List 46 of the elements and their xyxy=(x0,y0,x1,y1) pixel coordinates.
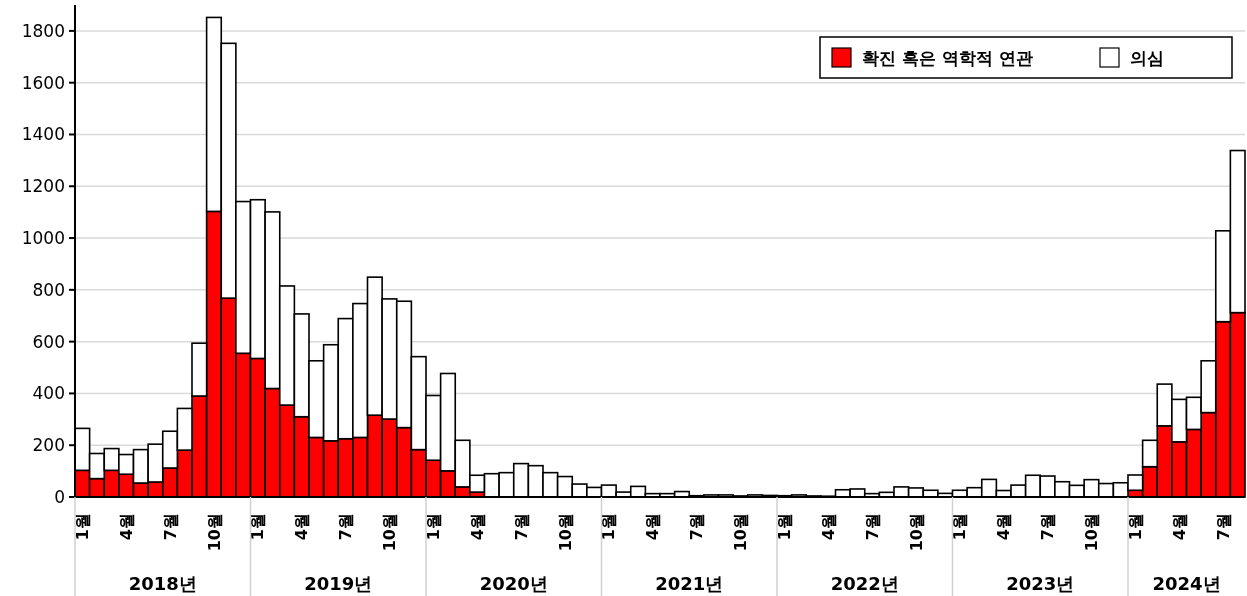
x-tick-label: 4월 xyxy=(818,513,838,541)
x-tick-label: 7월 xyxy=(336,513,356,541)
x-tick-label: 1월 xyxy=(72,513,92,541)
y-tick-label: 600 xyxy=(32,331,65,352)
y-tick-label: 0 xyxy=(54,486,65,507)
x-tick-label: 10월 xyxy=(1082,513,1102,552)
x-tick-label: 7월 xyxy=(160,513,180,541)
x-tick-label: 10월 xyxy=(906,513,926,552)
y-tick-label: 1800 xyxy=(21,20,65,41)
text: 2023년 xyxy=(1006,573,1075,594)
x-tick-label: 1월 xyxy=(423,513,443,541)
x-tick-label: 7월 xyxy=(687,513,707,541)
text: 2021년 xyxy=(655,573,724,594)
y-tick-label: 200 xyxy=(32,435,65,456)
x-tick-label: 7월 xyxy=(1038,513,1058,541)
x-tick-label: 4월 xyxy=(994,513,1014,541)
y-tick-label: 1000 xyxy=(21,228,65,248)
text: 2018년 xyxy=(128,573,197,594)
x-tick-label: 1월 xyxy=(599,513,619,541)
text: 2024년 xyxy=(1152,573,1221,594)
x-tick-label: 7월 xyxy=(511,513,531,541)
text: 2019년 xyxy=(304,573,373,594)
x-tick-label: 1월 xyxy=(774,513,794,541)
x-tick-label: 10월 xyxy=(731,513,751,552)
y-tick-label: 1400 xyxy=(21,124,65,145)
x-tick-label: 4월 xyxy=(116,513,136,541)
legend-label: 의심 xyxy=(1130,48,1164,68)
text: 2020년 xyxy=(479,573,548,594)
y-tick-label: 400 xyxy=(32,383,65,404)
text: 2022년 xyxy=(830,573,899,594)
x-tick-label: 1월 xyxy=(1125,513,1145,541)
x-tick-label: 4월 xyxy=(643,513,663,541)
x-tick-label: 1월 xyxy=(248,513,268,541)
x-tick-label: 4월 xyxy=(292,513,312,541)
x-tick-label: 1월 xyxy=(950,513,970,541)
x-tick-label: 7월 xyxy=(862,513,882,541)
x-tick-label: 7월 xyxy=(1213,513,1233,541)
y-tick-label: 1600 xyxy=(21,72,65,93)
x-tick-label: 10월 xyxy=(380,513,400,552)
y-tick-label: 1200 xyxy=(21,176,65,197)
legend-label: 확진 혹은 역학적 연관 xyxy=(862,48,1033,68)
x-tick-label: 4월 xyxy=(1169,513,1189,541)
y-tick-label: 800 xyxy=(32,279,65,300)
x-tick-label: 10월 xyxy=(204,513,224,552)
x-tick-label: 10월 xyxy=(555,513,575,552)
x-tick-label: 4월 xyxy=(467,513,487,541)
